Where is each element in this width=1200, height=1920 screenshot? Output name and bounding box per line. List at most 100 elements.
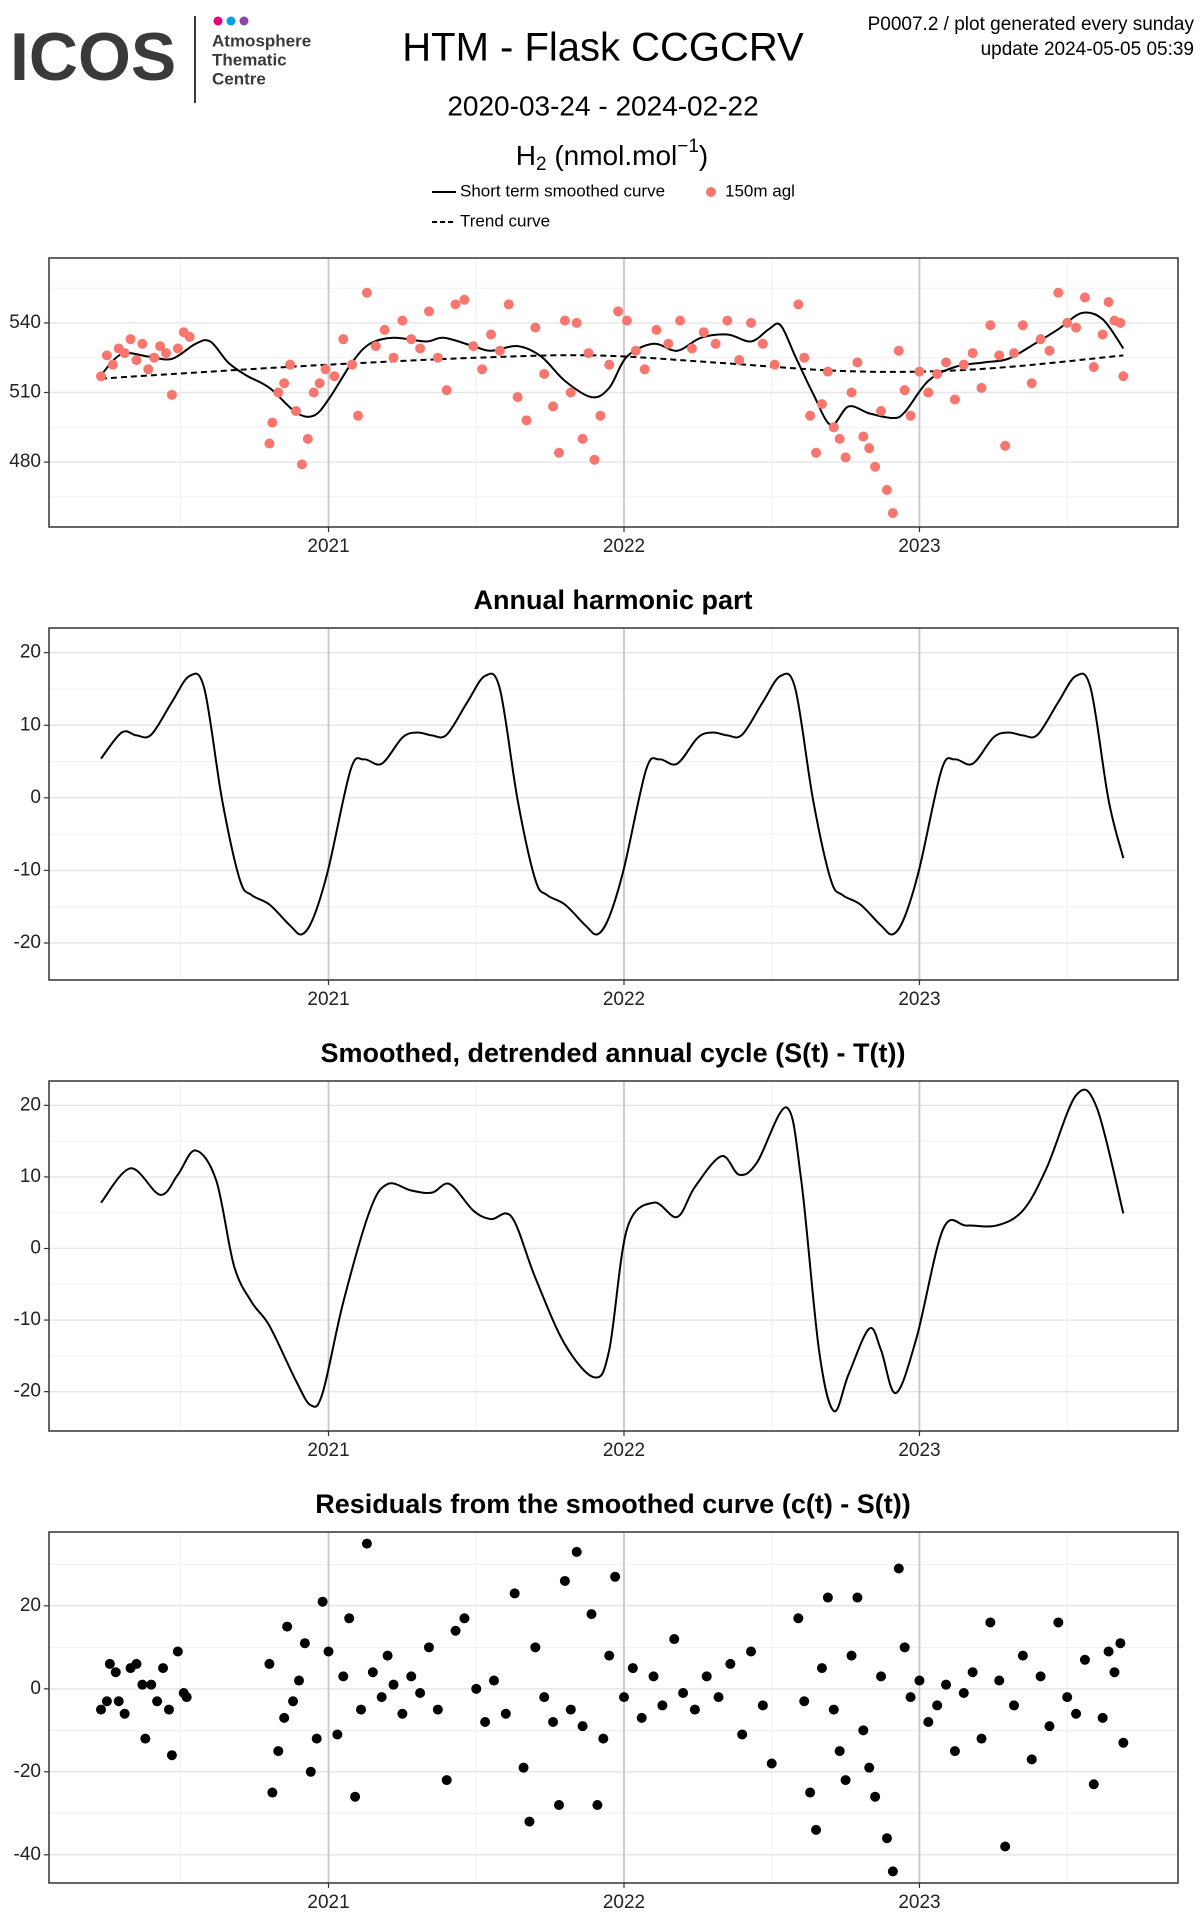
point [710, 338, 721, 349]
point [432, 352, 443, 363]
point [905, 1692, 916, 1703]
point [125, 334, 136, 345]
point [621, 315, 632, 326]
point [267, 417, 278, 428]
y-label-sub: 2 [536, 154, 547, 175]
point [589, 454, 600, 465]
point [494, 345, 505, 356]
point [811, 447, 822, 458]
point [852, 357, 863, 368]
x-tick-label: 2022 [603, 1440, 645, 1461]
point [648, 1671, 659, 1682]
point [698, 327, 709, 338]
x-tick-label: 2022 [603, 1892, 645, 1913]
point [521, 415, 532, 426]
y-tick-label: -10 [14, 1309, 41, 1330]
point [471, 1683, 482, 1694]
point [639, 364, 650, 375]
point [308, 387, 319, 398]
point [140, 1733, 151, 1744]
point [1000, 1841, 1011, 1852]
point [565, 1704, 576, 1715]
point [1017, 1650, 1028, 1661]
point [651, 324, 662, 335]
point [799, 1696, 810, 1707]
point [406, 334, 417, 345]
point [1115, 1638, 1126, 1649]
point [1088, 361, 1099, 372]
point [388, 1679, 399, 1690]
point [618, 1692, 629, 1703]
point [273, 1746, 284, 1757]
point [1044, 345, 1055, 356]
point [137, 338, 148, 349]
point [131, 1658, 142, 1669]
point [107, 359, 118, 370]
point [1103, 297, 1114, 308]
point [356, 1704, 367, 1715]
point [678, 1687, 689, 1698]
point [137, 1679, 148, 1690]
y-tick-label: 20 [20, 1595, 41, 1616]
y-tick-label: -20 [14, 1761, 41, 1782]
x-tick-label: 2023 [898, 536, 940, 557]
y-tick-label: 20 [20, 642, 41, 663]
point [846, 1650, 857, 1661]
point [949, 1746, 960, 1757]
point [518, 1762, 529, 1773]
point [1088, 1779, 1099, 1790]
point [737, 1729, 748, 1740]
point [131, 355, 142, 366]
point [370, 341, 381, 352]
point [887, 1866, 898, 1877]
legend-swatch [706, 187, 716, 197]
point [397, 315, 408, 326]
point [899, 1642, 910, 1653]
point [610, 1571, 621, 1582]
point [1097, 329, 1108, 340]
point [338, 334, 349, 345]
point [967, 348, 978, 359]
point [559, 315, 570, 326]
point [1118, 1737, 1129, 1748]
point [155, 341, 166, 352]
point [799, 352, 810, 363]
point [323, 1646, 334, 1657]
point [361, 287, 372, 298]
point [459, 1613, 470, 1624]
logo: ICOS [10, 19, 176, 95]
point [1035, 334, 1046, 345]
logo-text: Centre [212, 69, 266, 88]
point [976, 1733, 987, 1744]
point [291, 406, 302, 417]
x-tick-label: 2021 [307, 989, 349, 1010]
point [524, 1816, 535, 1827]
point [746, 317, 757, 328]
point [267, 1787, 278, 1798]
point [293, 1675, 304, 1686]
point [406, 1671, 417, 1682]
point [1079, 292, 1090, 303]
point [415, 1687, 426, 1698]
point [675, 315, 686, 326]
point [746, 1646, 757, 1657]
point [976, 382, 987, 393]
point [914, 1675, 925, 1686]
point [388, 352, 399, 363]
point [559, 1575, 570, 1586]
point [805, 1787, 816, 1798]
point [480, 1717, 491, 1728]
point [793, 299, 804, 310]
point [367, 1667, 378, 1678]
point [119, 348, 130, 359]
point [994, 350, 1005, 361]
y-tick-label: -20 [14, 932, 41, 953]
point [503, 299, 514, 310]
point [1109, 1667, 1120, 1678]
point [1062, 317, 1073, 328]
point [834, 1746, 845, 1757]
point [686, 343, 697, 354]
point [1071, 322, 1082, 333]
point [96, 371, 107, 382]
